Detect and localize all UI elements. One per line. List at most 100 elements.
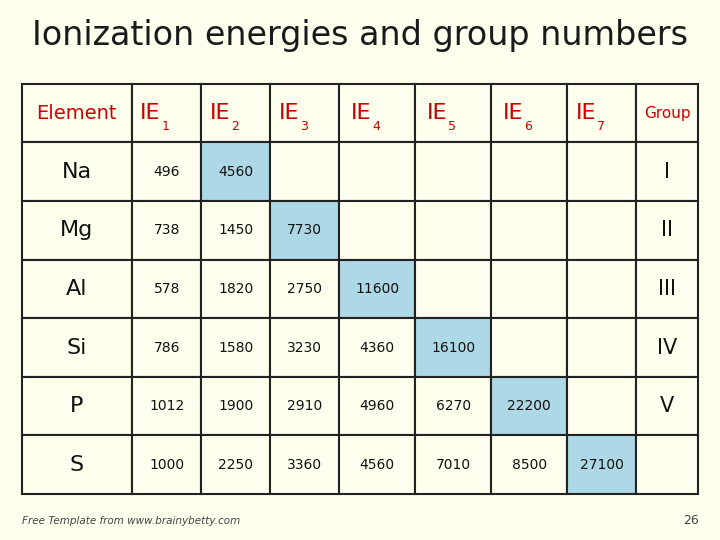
Bar — [132, 260, 201, 318]
Text: 22200: 22200 — [508, 399, 551, 413]
Bar — [415, 84, 491, 143]
Text: 4560: 4560 — [218, 165, 253, 179]
Text: III: III — [658, 279, 676, 299]
Text: IE: IE — [427, 103, 447, 123]
Text: Na: Na — [62, 161, 92, 181]
Text: 2250: 2250 — [218, 458, 253, 472]
Text: II: II — [662, 220, 673, 240]
Text: 1820: 1820 — [218, 282, 253, 296]
Text: P: P — [70, 396, 84, 416]
Text: Ionization energies and group numbers: Ionization energies and group numbers — [32, 19, 688, 52]
Bar — [132, 318, 201, 377]
Text: IE: IE — [279, 103, 299, 123]
Text: 6270: 6270 — [436, 399, 471, 413]
Bar — [270, 143, 339, 201]
Text: IE: IE — [503, 103, 523, 123]
Bar — [415, 260, 491, 318]
Bar — [270, 435, 339, 494]
Text: 3360: 3360 — [287, 458, 323, 472]
Bar — [567, 201, 636, 260]
Text: Mg: Mg — [60, 220, 94, 240]
Bar — [636, 318, 698, 377]
Text: 4560: 4560 — [360, 458, 395, 472]
Bar — [567, 435, 636, 494]
Text: 1450: 1450 — [218, 223, 253, 237]
Bar — [491, 377, 567, 435]
Bar — [201, 201, 270, 260]
Bar — [270, 318, 339, 377]
Bar — [22, 201, 132, 260]
Text: 1000: 1000 — [149, 458, 184, 472]
Bar — [636, 260, 698, 318]
Text: 6: 6 — [524, 120, 532, 133]
Bar — [636, 84, 698, 143]
Bar — [22, 435, 132, 494]
Text: 5: 5 — [448, 120, 456, 133]
Bar — [415, 318, 491, 377]
Text: Al: Al — [66, 279, 88, 299]
Text: 2: 2 — [230, 120, 238, 133]
Text: 7010: 7010 — [436, 458, 471, 472]
Bar — [201, 84, 270, 143]
Bar — [567, 260, 636, 318]
Bar — [491, 318, 567, 377]
Bar — [415, 143, 491, 201]
Bar — [567, 318, 636, 377]
Text: Si: Si — [67, 338, 87, 357]
Text: 11600: 11600 — [355, 282, 400, 296]
Bar — [22, 143, 132, 201]
Bar — [201, 143, 270, 201]
Bar — [491, 201, 567, 260]
Text: 7730: 7730 — [287, 223, 323, 237]
Bar — [22, 260, 132, 318]
Text: 1: 1 — [161, 120, 169, 133]
Bar — [339, 201, 415, 260]
Text: 16100: 16100 — [431, 341, 475, 355]
Text: 1012: 1012 — [149, 399, 184, 413]
Bar — [22, 318, 132, 377]
Bar — [636, 377, 698, 435]
Bar — [132, 201, 201, 260]
Bar — [636, 143, 698, 201]
Bar — [270, 84, 339, 143]
Bar — [22, 84, 132, 143]
Bar — [132, 435, 201, 494]
Bar — [415, 201, 491, 260]
Text: 3230: 3230 — [287, 341, 323, 355]
Bar — [339, 435, 415, 494]
Bar — [270, 201, 339, 260]
Bar — [132, 84, 201, 143]
Text: IE: IE — [351, 103, 372, 123]
Text: 8500: 8500 — [512, 458, 546, 472]
Bar — [491, 84, 567, 143]
Bar — [201, 377, 270, 435]
Bar — [567, 377, 636, 435]
Bar — [132, 143, 201, 201]
Text: 27100: 27100 — [580, 458, 624, 472]
Text: 578: 578 — [153, 282, 180, 296]
Text: 26: 26 — [683, 514, 698, 526]
Bar — [201, 435, 270, 494]
Bar — [339, 143, 415, 201]
Text: 1580: 1580 — [218, 341, 253, 355]
Text: 4: 4 — [372, 120, 380, 133]
Text: IV: IV — [657, 338, 678, 357]
Bar — [339, 84, 415, 143]
Text: Element: Element — [37, 104, 117, 123]
Bar — [270, 377, 339, 435]
Bar — [491, 435, 567, 494]
Text: IE: IE — [140, 103, 161, 123]
Bar — [201, 318, 270, 377]
Bar — [567, 143, 636, 201]
Bar — [415, 435, 491, 494]
Text: I: I — [665, 161, 670, 181]
Text: 7: 7 — [597, 120, 605, 133]
Text: 738: 738 — [153, 223, 180, 237]
Bar — [339, 318, 415, 377]
Bar — [636, 435, 698, 494]
Text: V: V — [660, 396, 675, 416]
Text: 4360: 4360 — [360, 341, 395, 355]
Bar — [415, 377, 491, 435]
Text: 4960: 4960 — [360, 399, 395, 413]
Text: 2910: 2910 — [287, 399, 323, 413]
